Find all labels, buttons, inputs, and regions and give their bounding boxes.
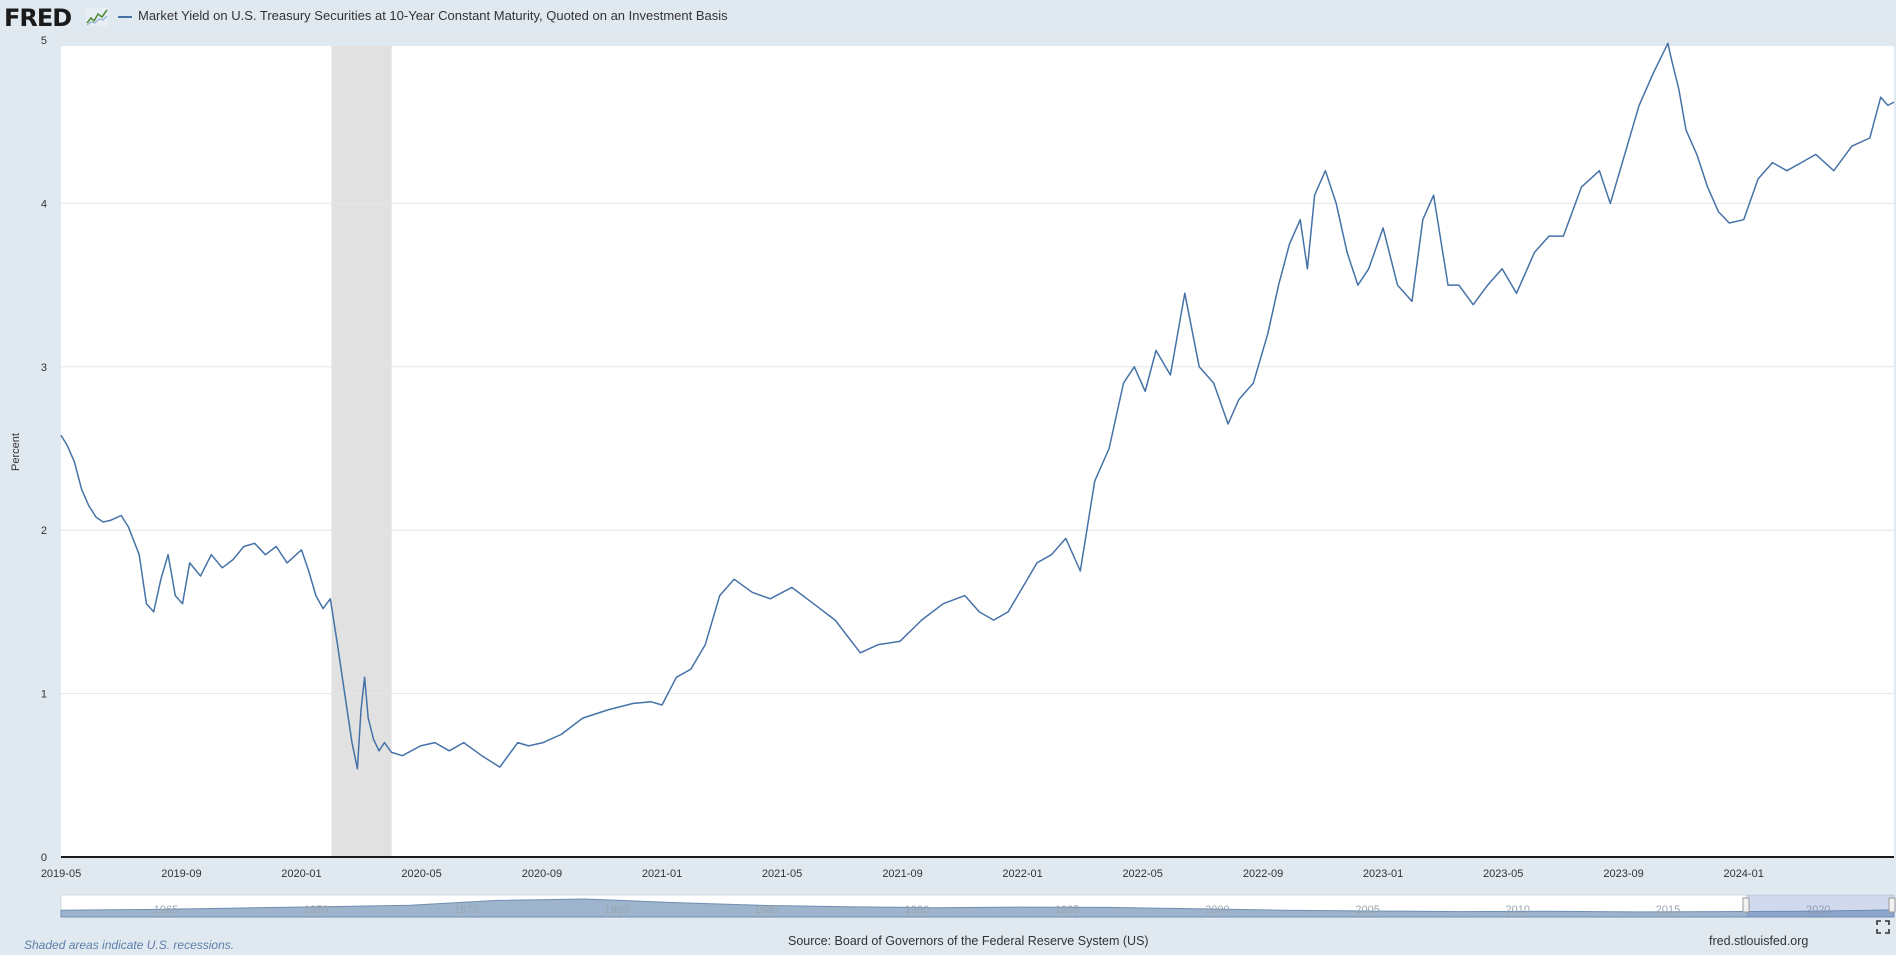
navigator-tick-label: 2015 bbox=[1656, 904, 1680, 916]
navigator-series bbox=[60, 898, 1895, 918]
legend-label[interactable]: Market Yield on U.S. Treasury Securities… bbox=[138, 8, 728, 23]
navigator-tick-label: 1995 bbox=[1055, 904, 1079, 916]
legend-swatch bbox=[118, 16, 132, 18]
x-tick-label: 2021-01 bbox=[642, 868, 682, 880]
navigator-tick-label: 1990 bbox=[905, 904, 929, 916]
chart-svg: 0 1 2 3 4 5 2019-05 2019-09 2020-01 2020-05 2020-0… bbox=[10, 35, 1896, 918]
x-tick-label: 2019-09 bbox=[161, 868, 201, 880]
chart-header: FRED Market Yield on U.S. Treasury Secur… bbox=[0, 0, 1896, 36]
y-axis-title: Percent bbox=[10, 433, 22, 471]
navigator-tick-label: 2020 bbox=[1806, 904, 1830, 916]
x-tick-label: 2022-09 bbox=[1243, 868, 1283, 880]
navigator-tick-label: 1980 bbox=[604, 904, 628, 916]
x-tick-label: 2023-05 bbox=[1483, 868, 1523, 880]
recession-note: Shaded areas indicate U.S. recessions. bbox=[24, 938, 235, 952]
x-tick-label: 2022-05 bbox=[1122, 868, 1162, 880]
x-tick-label: 2023-09 bbox=[1603, 868, 1643, 880]
fullscreen-icon[interactable] bbox=[1876, 920, 1890, 934]
x-tick-label: 2022-01 bbox=[1002, 868, 1042, 880]
navigator-tick-label: 2000 bbox=[1205, 904, 1229, 916]
navigator-tick-label: 2010 bbox=[1506, 904, 1530, 916]
recession-band bbox=[331, 46, 392, 857]
navigator-tick-label: 1985 bbox=[755, 904, 779, 916]
y-tick-label: 5 bbox=[41, 35, 47, 47]
navigator-handle-left bbox=[1742, 897, 1750, 913]
y-tick-label: 3 bbox=[41, 362, 47, 374]
x-tick-label: 2020-09 bbox=[522, 868, 562, 880]
x-tick-label: 2021-09 bbox=[882, 868, 922, 880]
navigator-selection bbox=[1746, 895, 1894, 917]
fred-logo[interactable]: FRED bbox=[4, 4, 72, 32]
navigator-tick-label: 2005 bbox=[1355, 904, 1379, 916]
site-link[interactable]: fred.stlouisfed.org bbox=[1709, 934, 1809, 948]
y-tick-label: 4 bbox=[41, 198, 47, 210]
navigator-handle-right bbox=[1888, 897, 1896, 913]
x-tick-label: 2020-01 bbox=[281, 868, 321, 880]
navigator-tick-label: 1975 bbox=[454, 904, 478, 916]
x-tick-label: 2023-01 bbox=[1363, 868, 1403, 880]
x-tick-label: 2024-01 bbox=[1723, 868, 1763, 880]
x-tick-label: 2021-05 bbox=[762, 868, 802, 880]
source-note: Source: Board of Governors of the Federa… bbox=[788, 934, 1149, 948]
x-tick-label: 2020-05 bbox=[401, 868, 441, 880]
series-line bbox=[60, 42, 1895, 770]
line-chart-icon bbox=[86, 8, 108, 26]
y-tick-label: 0 bbox=[41, 852, 47, 864]
x-tick-label: 2019-05 bbox=[41, 868, 81, 880]
navigator-tick-label: 1970 bbox=[304, 904, 328, 916]
y-tick-label: 1 bbox=[41, 689, 47, 701]
y-tick-label: 2 bbox=[41, 525, 47, 537]
navigator-tick-label: 1965 bbox=[154, 904, 178, 916]
